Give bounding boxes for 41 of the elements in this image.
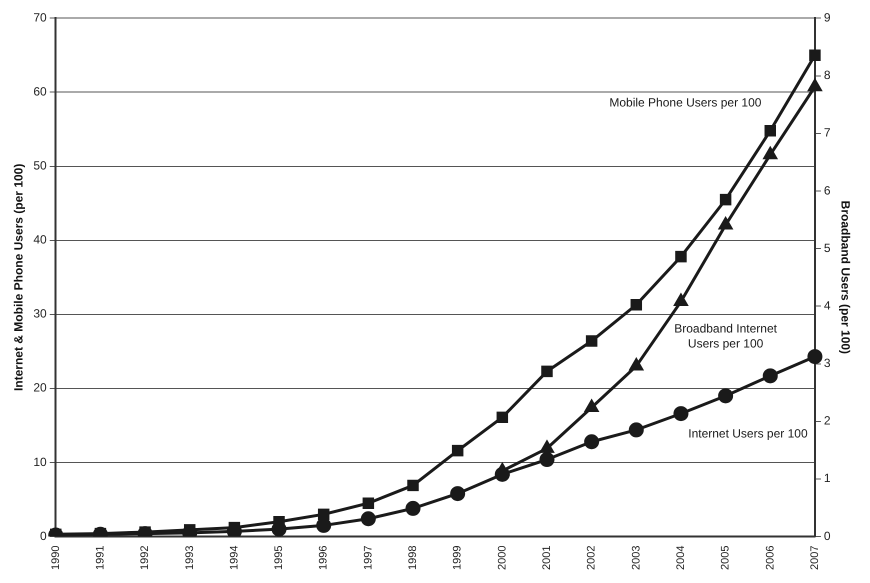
y2-tick-label: 8 bbox=[824, 68, 831, 82]
y-axis-title: Internet & Mobile Phone Users (per 100) bbox=[12, 164, 26, 392]
x-tick-label: 2000 bbox=[496, 546, 508, 570]
series-label: Mobile Phone Users per 100 bbox=[609, 96, 762, 110]
y2-tick-label: 7 bbox=[824, 126, 831, 140]
x-tick-label: 1994 bbox=[228, 546, 240, 570]
y2-tick-label: 0 bbox=[824, 528, 831, 543]
y-tick-label: 30 bbox=[33, 306, 48, 321]
x-tick-label: 2004 bbox=[674, 546, 687, 570]
x-tick-label: 1992 bbox=[139, 546, 152, 570]
series-label: Broadband Internet Users per 100 bbox=[674, 322, 778, 351]
x-tick-label: 2002 bbox=[586, 546, 598, 570]
x-tick-label: 1995 bbox=[273, 546, 286, 570]
y2-tick-label: 6 bbox=[824, 183, 831, 198]
x-tick-label: 2005 bbox=[720, 546, 732, 570]
y-tick-label: 20 bbox=[33, 380, 48, 395]
series-label: Internet Users per 100 bbox=[688, 426, 808, 441]
y-tick-label: 10 bbox=[33, 454, 48, 469]
x-tick-label: 1996 bbox=[318, 546, 330, 570]
y2-axis-title: Broadband Users (per 100) bbox=[838, 200, 852, 354]
x-tick-label: 1998 bbox=[407, 546, 420, 570]
y2-tick-label: 9 bbox=[824, 10, 831, 25]
y-tick-label: 50 bbox=[33, 158, 48, 173]
y2-tick-label: 1 bbox=[824, 471, 831, 486]
y-tick-label: 0 bbox=[40, 528, 48, 543]
x-tick-label: 1990 bbox=[50, 546, 62, 570]
x-tick-label: 1993 bbox=[184, 546, 196, 570]
x-tick-label: 2007 bbox=[808, 546, 821, 570]
x-tick-label: 1999 bbox=[452, 546, 464, 570]
y-tick-label: 70 bbox=[33, 10, 48, 25]
y2-tick-label: 5 bbox=[824, 240, 831, 255]
x-tick-label: 1991 bbox=[94, 546, 106, 570]
y2-tick-label: 3 bbox=[824, 356, 831, 370]
y2-tick-label: 2 bbox=[824, 414, 831, 428]
y2-tick-label: 4 bbox=[824, 298, 831, 312]
y-tick-label: 40 bbox=[33, 232, 48, 247]
x-tick-label: 2001 bbox=[541, 546, 554, 570]
x-tick-label: 1997 bbox=[362, 546, 374, 570]
x-tick-label: 2003 bbox=[630, 546, 642, 570]
x-tick-label: 2006 bbox=[764, 546, 776, 570]
y-tick-label: 60 bbox=[33, 84, 48, 99]
